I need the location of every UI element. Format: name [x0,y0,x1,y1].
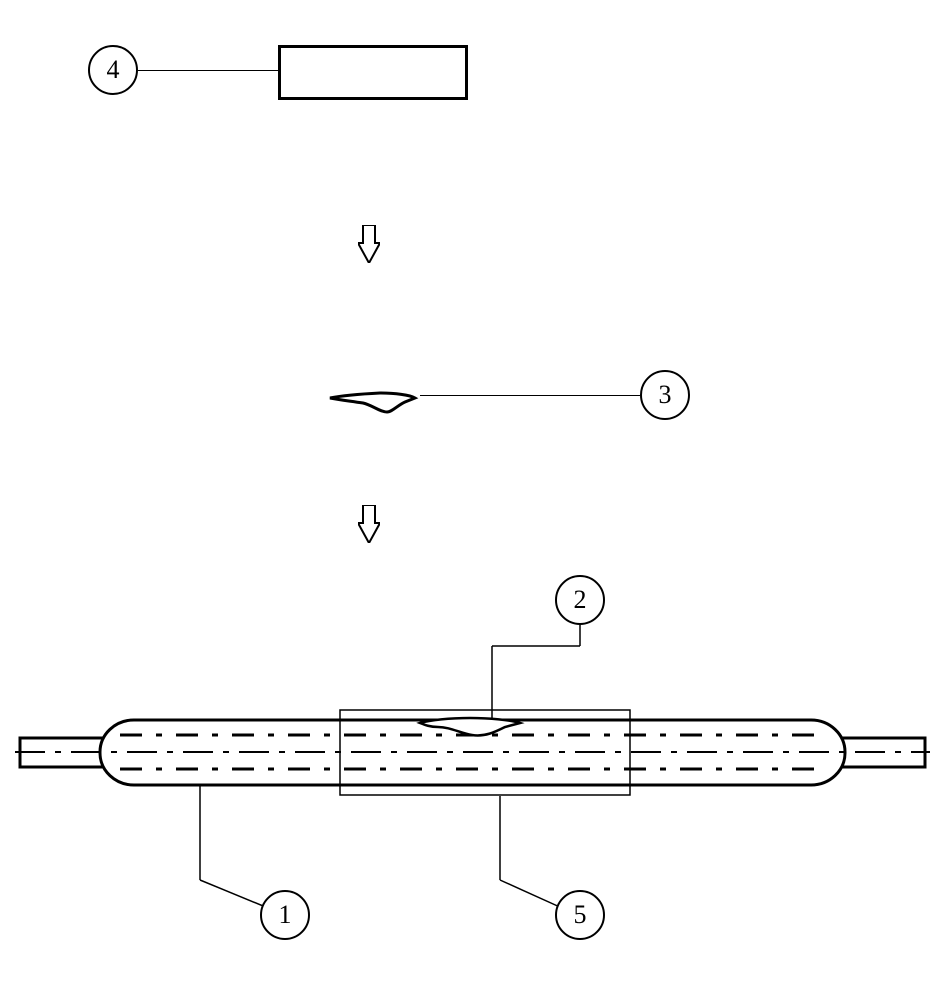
roller-assembly [0,0,948,1000]
leader-5-seg2 [500,880,562,908]
label-5-circle: 5 [555,890,605,940]
label-1-circle: 1 [260,890,310,940]
label-5-text: 5 [574,900,587,930]
leader-1-seg2 [200,880,268,908]
label-1-text: 1 [279,900,292,930]
